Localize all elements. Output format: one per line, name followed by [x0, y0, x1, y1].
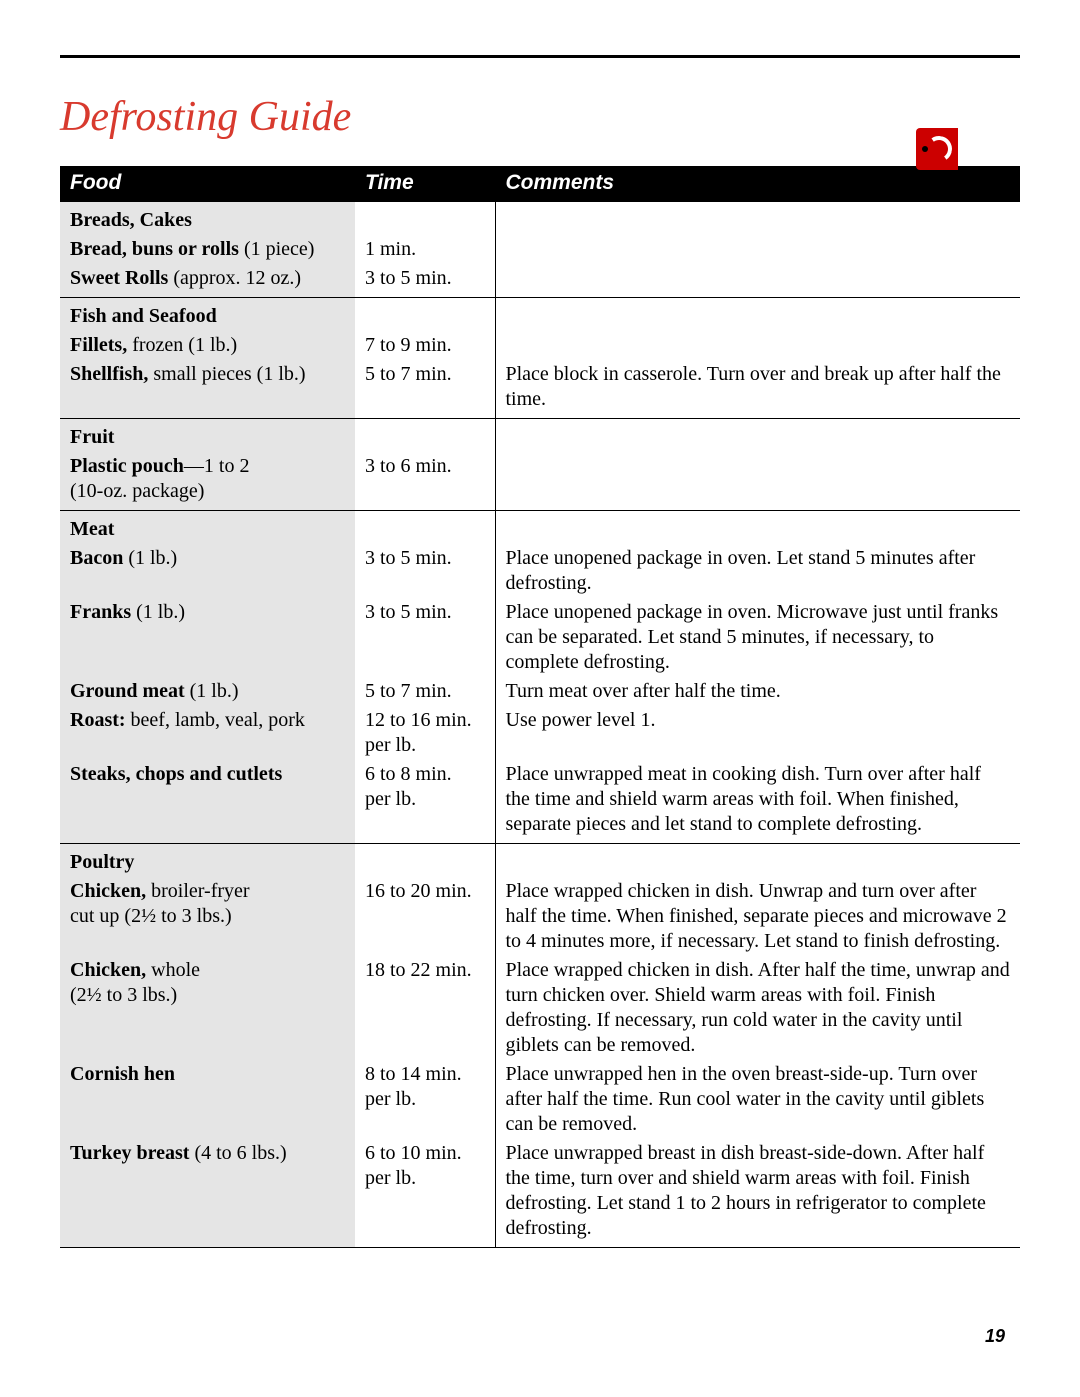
- table-row: Bread, buns or rolls (1 piece)1 min.: [60, 235, 1020, 264]
- food-cell: Sweet Rolls (approx. 12 oz.): [60, 264, 355, 298]
- comments-cell: Place block in casserole. Turn over and …: [495, 360, 1020, 419]
- category-row: Meat: [60, 511, 1020, 545]
- comments-cell: Place unwrapped breast in dish breast-si…: [495, 1139, 1020, 1248]
- time-cell: 8 to 14 min.per lb.: [355, 1060, 495, 1139]
- category-label: Meat: [60, 511, 355, 545]
- table-row: Sweet Rolls (approx. 12 oz.)3 to 5 min.: [60, 264, 1020, 298]
- food-cell: Shellfish, small pieces (1 lb.): [60, 360, 355, 419]
- comments-cell: Place wrapped chicken in dish. Unwrap an…: [495, 877, 1020, 956]
- table-row: Franks (1 lb.)3 to 5 min.Place unopened …: [60, 598, 1020, 677]
- time-cell: 16 to 20 min.: [355, 877, 495, 956]
- page-frame: Defrosting Guide Food Time Comments Brea…: [60, 55, 1020, 1248]
- food-cell: Chicken, whole(2½ to 3 lbs.): [60, 956, 355, 1060]
- col-header-time: Time: [355, 166, 495, 202]
- category-row: Fish and Seafood: [60, 298, 1020, 332]
- food-cell: Bread, buns or rolls (1 piece): [60, 235, 355, 264]
- table-row: Chicken, whole(2½ to 3 lbs.)18 to 22 min…: [60, 956, 1020, 1060]
- time-cell: 5 to 7 min.: [355, 677, 495, 706]
- food-cell: Bacon (1 lb.): [60, 544, 355, 598]
- category-label: Fruit: [60, 419, 355, 453]
- time-cell: 1 min.: [355, 235, 495, 264]
- table-row: Cornish hen8 to 14 min.per lb.Place unwr…: [60, 1060, 1020, 1139]
- table-row: Ground meat (1 lb.)5 to 7 min.Turn meat …: [60, 677, 1020, 706]
- col-header-food: Food: [60, 166, 355, 202]
- table-row: Roast: beef, lamb, veal, pork12 to 16 mi…: [60, 706, 1020, 760]
- comments-cell: [495, 452, 1020, 511]
- table-row: Plastic pouch—1 to 2(10-oz. package)3 to…: [60, 452, 1020, 511]
- time-cell: 18 to 22 min.: [355, 956, 495, 1060]
- comments-cell: Place unwrapped hen in the oven breast-s…: [495, 1060, 1020, 1139]
- category-row: Poultry: [60, 844, 1020, 878]
- food-cell: Steaks, chops and cutlets: [60, 760, 355, 844]
- comments-cell: [495, 235, 1020, 264]
- col-header-comments: Comments: [495, 166, 1020, 202]
- category-label: Fish and Seafood: [60, 298, 355, 332]
- page-number: 19: [985, 1326, 1005, 1347]
- time-cell: 3 to 5 min.: [355, 544, 495, 598]
- category-label: Poultry: [60, 844, 355, 878]
- table-row: Turkey breast (4 to 6 lbs.)6 to 10 min.p…: [60, 1139, 1020, 1248]
- category-row: Breads, Cakes: [60, 202, 1020, 235]
- food-cell: Cornish hen: [60, 1060, 355, 1139]
- food-cell: Roast: beef, lamb, veal, pork: [60, 706, 355, 760]
- time-cell: 3 to 5 min.: [355, 264, 495, 298]
- category-label: Breads, Cakes: [60, 202, 355, 235]
- time-cell: 5 to 7 min.: [355, 360, 495, 419]
- comments-cell: Place unopened package in oven. Let stan…: [495, 544, 1020, 598]
- time-cell: 3 to 5 min.: [355, 598, 495, 677]
- time-cell: 6 to 8 min.per lb.: [355, 760, 495, 844]
- comments-cell: Place unwrapped meat in cooking dish. Tu…: [495, 760, 1020, 844]
- food-cell: Franks (1 lb.): [60, 598, 355, 677]
- comments-cell: Use power level 1.: [495, 706, 1020, 760]
- page-title: Defrosting Guide: [60, 93, 1020, 141]
- table-row: Fillets, frozen (1 lb.)7 to 9 min.: [60, 331, 1020, 360]
- time-cell: 6 to 10 min.per lb.: [355, 1139, 495, 1248]
- time-cell: 12 to 16 min.per lb.: [355, 706, 495, 760]
- table-header-row: Food Time Comments: [60, 166, 1020, 202]
- table-row: Steaks, chops and cutlets6 to 8 min.per …: [60, 760, 1020, 844]
- food-cell: Turkey breast (4 to 6 lbs.): [60, 1139, 355, 1248]
- food-cell: Chicken, broiler-fryercut up (2½ to 3 lb…: [60, 877, 355, 956]
- table-row: Bacon (1 lb.)3 to 5 min.Place unopened p…: [60, 544, 1020, 598]
- comments-cell: Turn meat over after half the time.: [495, 677, 1020, 706]
- comments-cell: [495, 331, 1020, 360]
- food-cell: Plastic pouch—1 to 2(10-oz. package): [60, 452, 355, 511]
- comments-cell: Place wrapped chicken in dish. After hal…: [495, 956, 1020, 1060]
- food-cell: Fillets, frozen (1 lb.): [60, 331, 355, 360]
- brand-logo-icon: [916, 128, 958, 170]
- time-cell: 3 to 6 min.: [355, 452, 495, 511]
- category-row: Fruit: [60, 419, 1020, 453]
- table-row: Shellfish, small pieces (1 lb.)5 to 7 mi…: [60, 360, 1020, 419]
- table-row: Chicken, broiler-fryercut up (2½ to 3 lb…: [60, 877, 1020, 956]
- food-cell: Ground meat (1 lb.): [60, 677, 355, 706]
- time-cell: 7 to 9 min.: [355, 331, 495, 360]
- comments-cell: [495, 264, 1020, 298]
- defrosting-table: Food Time Comments Breads, CakesBread, b…: [60, 166, 1020, 1248]
- comments-cell: Place unopened package in oven. Microwav…: [495, 598, 1020, 677]
